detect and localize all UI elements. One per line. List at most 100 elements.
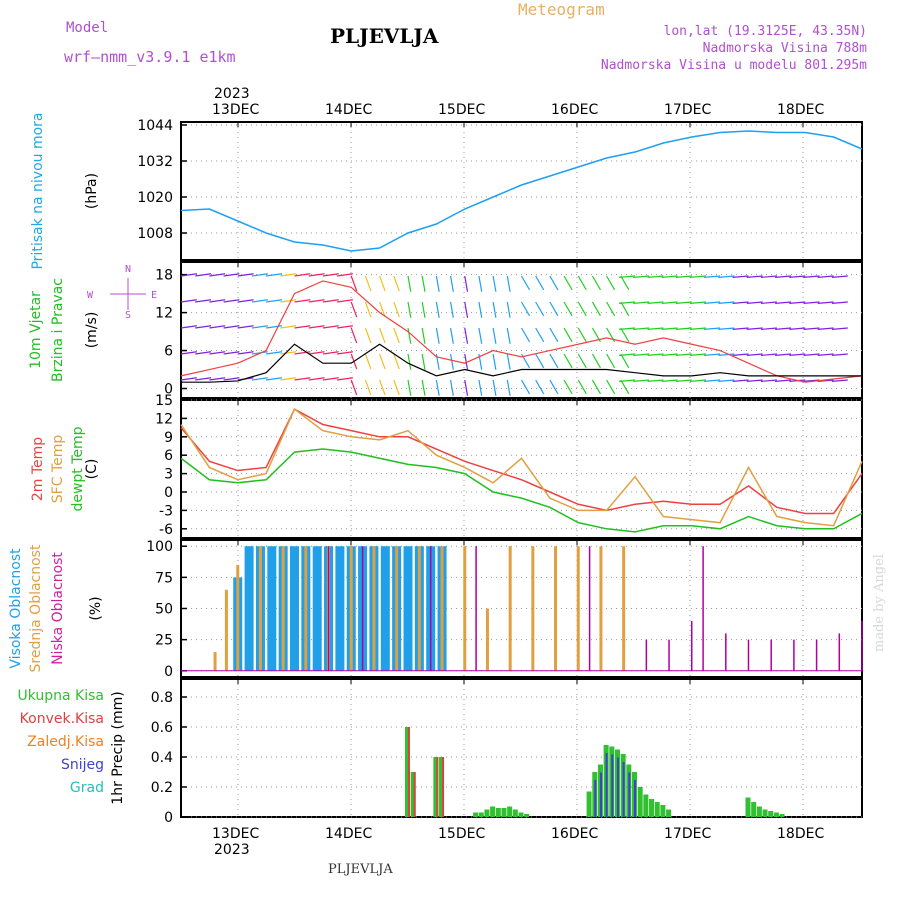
wind-arrow [294, 299, 311, 303]
wind-arrow [732, 379, 749, 382]
wind-arrow [478, 327, 483, 344]
cloud-bar [770, 639, 772, 671]
wind-compass-icon: N S W E [87, 264, 157, 321]
day-label-bottom: 14DEC [325, 826, 372, 842]
wind-arrow [746, 275, 763, 278]
y-tick-label: -3 [159, 503, 173, 519]
pressure-line [180, 130, 863, 252]
wind-arrow [294, 325, 311, 329]
precip-bar [586, 791, 592, 817]
cloud-bar [224, 589, 228, 671]
precip-bar [512, 809, 518, 817]
wind-arrow [563, 275, 573, 291]
wind-arrow [633, 353, 650, 356]
wind-arrow [647, 275, 664, 278]
cloud-bar [622, 546, 626, 671]
precip-legend-item: Grad [70, 780, 104, 796]
wind-arrow [209, 299, 226, 303]
wind-arrow [775, 327, 792, 330]
station-title: PLJEVLJA [330, 24, 439, 48]
wind-arrow [223, 325, 240, 329]
wind-arrow [464, 301, 469, 318]
wind-arrow [718, 301, 735, 304]
wind-arrow [760, 379, 777, 382]
cloud-bar [395, 546, 399, 671]
wind-arrow [535, 353, 545, 369]
wind-arrow [704, 275, 721, 278]
wind-arrow [704, 327, 721, 330]
cloud-bar [403, 546, 413, 671]
cloud-bar [725, 633, 727, 671]
wind-arrow [563, 301, 573, 317]
precip-snow-bar [605, 753, 608, 817]
cloud-bar [463, 546, 467, 671]
wind-arrow [393, 301, 400, 318]
wind-arrow [336, 325, 353, 329]
wind-arrow [675, 379, 692, 382]
wind-arrow [704, 353, 721, 356]
y-tick-label: 0 [164, 382, 173, 398]
wind-arrow [492, 353, 497, 370]
wind-arrow [294, 351, 311, 355]
wind-arrow [775, 379, 792, 382]
day-label-top: 15DEC [438, 102, 485, 118]
wind-arrow [492, 275, 497, 292]
cloud-bar [417, 546, 421, 671]
wind-arrow [209, 325, 226, 329]
precip-legend-item: Zaledj.Kisa [27, 734, 104, 750]
y-tick-label: 18 [155, 268, 173, 284]
precip-bar [773, 812, 779, 817]
cloud-bar [335, 546, 345, 671]
wind-arrow [506, 353, 511, 370]
y-tick-label: 15 [155, 393, 173, 409]
label-cloud-high: Visoka Oblacnost [8, 548, 24, 669]
precip-bar [490, 806, 496, 817]
wind-arrow [506, 327, 511, 344]
wind-arrow [364, 301, 372, 318]
cloud-bar [372, 546, 376, 671]
wind-arrow [364, 353, 372, 370]
wind-arrow [195, 377, 212, 381]
wind-arrow [435, 379, 440, 396]
y-tick-label: 1032 [137, 154, 173, 170]
precip-bar [495, 808, 501, 817]
precip-conv-bar [413, 772, 416, 817]
y-tick-label: 0 [164, 485, 173, 501]
wind-arrow [336, 273, 353, 277]
wind-arrow [449, 327, 454, 344]
wind-arrow [549, 327, 559, 343]
wind-arrow [775, 301, 792, 304]
wind-arrow [336, 351, 353, 355]
y-tick-label: 50 [155, 602, 173, 618]
wind-arrow [223, 299, 240, 303]
wind-arrow [280, 377, 297, 381]
wind-arrow [675, 275, 692, 278]
wind-arrow [435, 275, 440, 292]
unit-pressure: (hPa) [84, 173, 100, 209]
precip-bar [637, 787, 643, 817]
wind-arrow [620, 353, 630, 369]
wind-arrow [675, 353, 692, 356]
wind-arrow [619, 327, 636, 330]
y-tick-label: 1044 [137, 118, 173, 134]
y-tick-label: 75 [155, 570, 173, 586]
wind-arrow [535, 275, 545, 291]
wind-arrow [478, 275, 483, 292]
wind-arrow [535, 301, 545, 317]
unit-wind: (m/s) [84, 312, 100, 349]
wind-arrow [620, 301, 630, 317]
wind-arrow [407, 379, 412, 396]
wind-arrow [633, 275, 650, 278]
cloud-bar [327, 546, 330, 671]
precip-legend-item: Konvek.Kisa [20, 711, 104, 727]
wind-arrow [689, 327, 706, 330]
model-name: wrf–nmm_v3.9.1 e1km [64, 48, 236, 66]
wind-arrow [718, 327, 735, 330]
wind-arrow [633, 301, 650, 304]
year-label-top: 2023 [214, 86, 250, 102]
wind-arrow [563, 353, 573, 369]
unit-cloud: (%) [88, 596, 104, 620]
wind-arrow [633, 379, 650, 382]
wind-arrow [760, 327, 777, 330]
wind-arrow [280, 299, 297, 303]
